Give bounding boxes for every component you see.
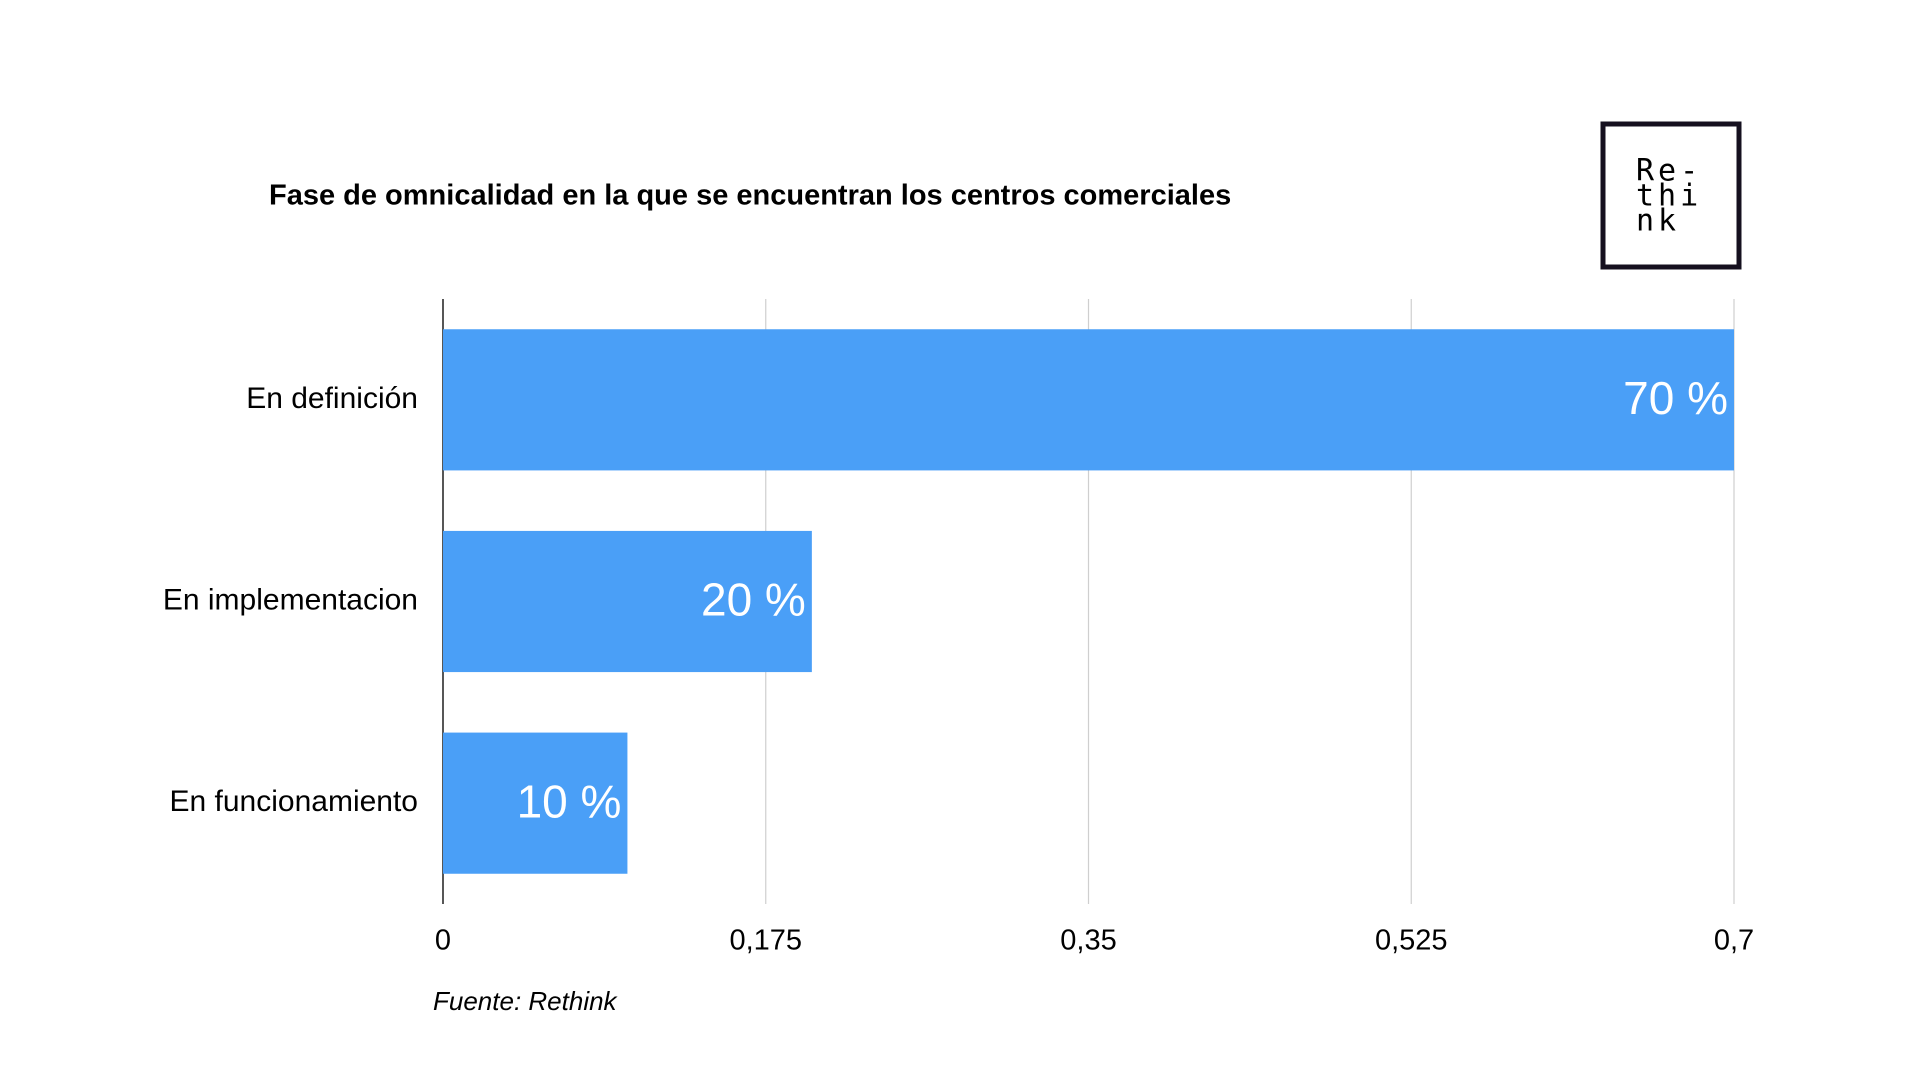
y-tick-label: En definición: [246, 382, 418, 415]
x-tick-label: 0: [435, 925, 451, 957]
source-note: Fuente: Rethink: [433, 986, 619, 1016]
value-label: 20 %: [701, 574, 806, 626]
x-tick-label: 0,7: [1714, 925, 1754, 957]
y-tick-label: En implementacion: [163, 583, 418, 616]
logo: Re- thi nk: [1600, 121, 1742, 270]
x-tick-label: 0,175: [729, 925, 802, 957]
bar: [443, 329, 1734, 471]
logo-frame: [1600, 121, 1742, 270]
value-label: 70 %: [1623, 372, 1728, 424]
bar: [443, 732, 628, 874]
logo-text: nk: [1636, 204, 1680, 239]
logo-text: Re-: [1636, 154, 1702, 189]
logo-text: thi: [1636, 179, 1702, 214]
value-label: 10 %: [517, 775, 622, 827]
x-tick-label: 0,35: [1060, 925, 1116, 957]
chart-title: Fase de omnicalidad en la que se encuent…: [269, 180, 1231, 212]
bar: [443, 530, 812, 673]
y-tick-label: En funcionamiento: [170, 785, 419, 818]
x-tick-label: 0,525: [1375, 925, 1448, 957]
